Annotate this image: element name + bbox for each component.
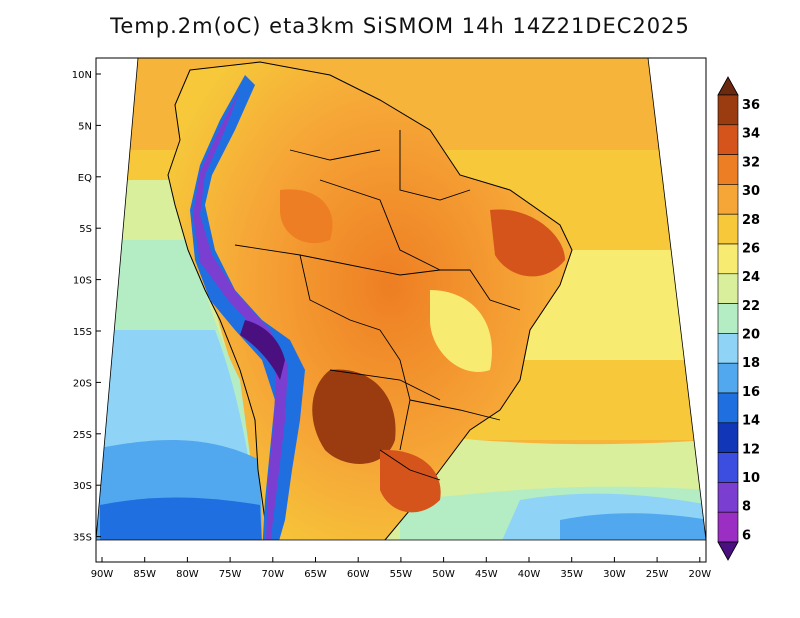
lat-tick-label: 25S — [73, 430, 92, 441]
south-america-land — [167, 61, 573, 540]
latitude-axis: 10N 5N EQ 5S 10S 15S 20S 25S 30S 35S — [72, 70, 101, 544]
lon-tick-label: 85W — [133, 569, 156, 580]
colorbar-segment — [717, 213, 739, 245]
pacific-coldest-band — [100, 497, 262, 540]
lon-tick-label: 60W — [347, 569, 370, 580]
colorbar-label: 20 — [742, 328, 760, 343]
colorbar-label: 32 — [742, 155, 760, 170]
lat-tick-label: 5N — [78, 121, 92, 132]
lon-tick-label: 80W — [176, 569, 199, 580]
colorbar-top-arrow — [717, 76, 739, 96]
colorbar-label: 14 — [742, 414, 760, 429]
lat-tick-label: 10N — [72, 70, 92, 81]
lon-tick-label: 55W — [390, 569, 413, 580]
mild-highlands-region — [430, 290, 492, 372]
colorbar-segment — [717, 154, 739, 185]
atlantic-colder-band — [560, 513, 706, 540]
lat-tick-label: EQ — [78, 173, 92, 184]
altiplano-coldest — [240, 320, 285, 380]
colorbar-segment — [717, 482, 739, 513]
colorbar-segment — [717, 392, 739, 424]
colorbar: 36 34 32 30 28 26 24 22 20 18 16 14 12 10 8 6 — [717, 76, 760, 561]
country-borders — [234, 130, 521, 481]
hot-northeast-region — [490, 209, 565, 277]
lon-tick-label: 35W — [560, 569, 583, 580]
colorbar-label: 34 — [742, 127, 760, 142]
colorbar-segment — [717, 333, 739, 364]
lon-tick-label: 70W — [261, 569, 284, 580]
colorbar-segment — [717, 303, 739, 334]
lon-tick-label: 65W — [304, 569, 327, 580]
lon-tick-label: 40W — [518, 569, 541, 580]
hot-paraguay-region — [312, 369, 396, 464]
colorbar-label: 22 — [742, 299, 760, 314]
colorbar-segment — [717, 422, 739, 453]
colorbar-segment — [717, 184, 739, 215]
longitude-axis: 90W 85W 80W 75W 70W 65W 60W 55W 50W 45W 40W 35W 30W 2… — [91, 557, 711, 580]
colorbar-segment — [717, 243, 739, 275]
lon-tick-label: 20W — [688, 569, 711, 580]
colorbar-label: 6 — [742, 528, 751, 543]
colorbar-label: 16 — [742, 385, 760, 400]
lat-tick-label: 30S — [73, 481, 92, 492]
lon-tick-label: 75W — [219, 569, 242, 580]
lat-tick-label: 10S — [73, 276, 92, 287]
map-title: Temp.2m(oC) eta3km SiSMOM 14h 14Z21DEC20… — [110, 14, 690, 38]
colorbar-label: 24 — [742, 270, 760, 285]
colorbar-label: 30 — [742, 184, 760, 199]
colorbar-segment — [717, 362, 739, 394]
colorbar-segment — [717, 511, 739, 543]
colorbar-segment — [717, 452, 739, 483]
colorbar-label: 36 — [742, 98, 760, 113]
colorbar-label: 28 — [742, 213, 760, 228]
colorbar-label: 8 — [742, 500, 751, 515]
lat-tick-label: 20S — [73, 378, 92, 389]
hot-south-region — [380, 449, 441, 513]
colorbar-segment — [717, 124, 739, 155]
colorbar-segment — [717, 273, 739, 304]
lat-tick-label: 35S — [73, 533, 92, 544]
colorbar-label: 10 — [742, 471, 760, 486]
lon-tick-label: 45W — [475, 569, 498, 580]
colorbar-segment — [717, 94, 739, 126]
warm-amazon-region — [280, 189, 333, 244]
lon-tick-label: 25W — [646, 569, 669, 580]
lon-tick-label: 50W — [432, 569, 455, 580]
lon-tick-label: 30W — [603, 569, 626, 580]
lon-tick-label: 90W — [91, 569, 114, 580]
colorbar-bottom-arrow — [717, 541, 739, 561]
lat-tick-label: 5S — [79, 224, 92, 235]
colorbar-label: 18 — [742, 356, 760, 371]
temperature-field — [96, 58, 706, 540]
lat-tick-label: 15S — [73, 327, 92, 338]
colorbar-label: 12 — [742, 442, 760, 457]
colorbar-label: 26 — [742, 241, 760, 256]
